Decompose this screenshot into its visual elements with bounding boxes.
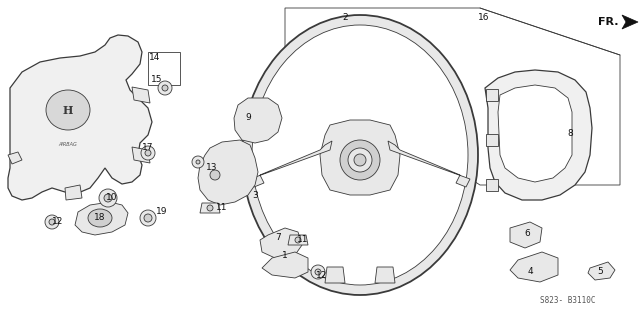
Polygon shape: [485, 70, 592, 200]
Circle shape: [140, 210, 156, 226]
Circle shape: [196, 160, 200, 164]
Text: 10: 10: [106, 192, 118, 202]
Circle shape: [340, 140, 380, 180]
Polygon shape: [486, 134, 498, 146]
Polygon shape: [200, 203, 220, 213]
Polygon shape: [250, 141, 332, 187]
Text: 15: 15: [151, 76, 163, 85]
Polygon shape: [198, 140, 258, 205]
Polygon shape: [622, 15, 638, 29]
Circle shape: [348, 148, 372, 172]
Circle shape: [45, 215, 59, 229]
Ellipse shape: [88, 209, 112, 227]
Text: H: H: [63, 105, 73, 115]
Ellipse shape: [252, 25, 468, 285]
Polygon shape: [498, 85, 572, 182]
Polygon shape: [510, 222, 542, 248]
Polygon shape: [288, 235, 308, 245]
Circle shape: [311, 265, 325, 279]
Polygon shape: [388, 141, 470, 187]
Text: 18: 18: [94, 213, 106, 222]
Circle shape: [295, 237, 301, 243]
Polygon shape: [8, 152, 22, 164]
Circle shape: [145, 150, 151, 156]
Text: 7: 7: [275, 234, 281, 242]
Polygon shape: [234, 98, 282, 143]
Text: S823- B3110C: S823- B3110C: [540, 296, 595, 305]
Polygon shape: [132, 147, 150, 163]
Circle shape: [192, 156, 204, 168]
Polygon shape: [486, 89, 498, 101]
Text: 4: 4: [527, 268, 533, 277]
Polygon shape: [132, 87, 150, 103]
Text: 13: 13: [206, 164, 218, 173]
Circle shape: [158, 81, 172, 95]
Polygon shape: [8, 35, 152, 200]
Circle shape: [315, 269, 321, 275]
Circle shape: [207, 205, 213, 211]
Polygon shape: [260, 228, 302, 258]
Text: 1: 1: [282, 250, 288, 259]
Polygon shape: [510, 252, 558, 282]
Text: 5: 5: [597, 268, 603, 277]
Circle shape: [49, 219, 55, 225]
Circle shape: [141, 146, 155, 160]
Text: 11: 11: [297, 234, 308, 243]
Ellipse shape: [46, 90, 90, 130]
Polygon shape: [262, 252, 308, 278]
Circle shape: [162, 85, 168, 91]
Polygon shape: [486, 179, 498, 191]
Polygon shape: [65, 185, 82, 200]
Polygon shape: [285, 8, 620, 185]
Text: 6: 6: [524, 228, 530, 238]
Text: 2: 2: [342, 13, 348, 23]
Text: 11: 11: [216, 204, 228, 212]
Circle shape: [210, 170, 220, 180]
Circle shape: [104, 194, 112, 202]
Circle shape: [354, 154, 366, 166]
Polygon shape: [75, 202, 128, 235]
Polygon shape: [325, 267, 345, 283]
Text: 12: 12: [52, 218, 64, 226]
Text: 16: 16: [478, 13, 490, 23]
Text: 17: 17: [142, 144, 154, 152]
Text: 3: 3: [252, 190, 258, 199]
Ellipse shape: [242, 15, 478, 295]
Polygon shape: [320, 120, 400, 195]
Circle shape: [99, 189, 117, 207]
Text: 9: 9: [245, 114, 251, 122]
Polygon shape: [588, 262, 615, 280]
Text: 19: 19: [156, 207, 168, 217]
Circle shape: [144, 214, 152, 222]
Text: FR.: FR.: [598, 17, 618, 27]
Text: 12: 12: [316, 271, 328, 279]
Text: 8: 8: [567, 129, 573, 137]
Text: 14: 14: [149, 54, 161, 63]
Polygon shape: [375, 267, 395, 283]
Text: AIRBAG: AIRBAG: [59, 143, 77, 147]
